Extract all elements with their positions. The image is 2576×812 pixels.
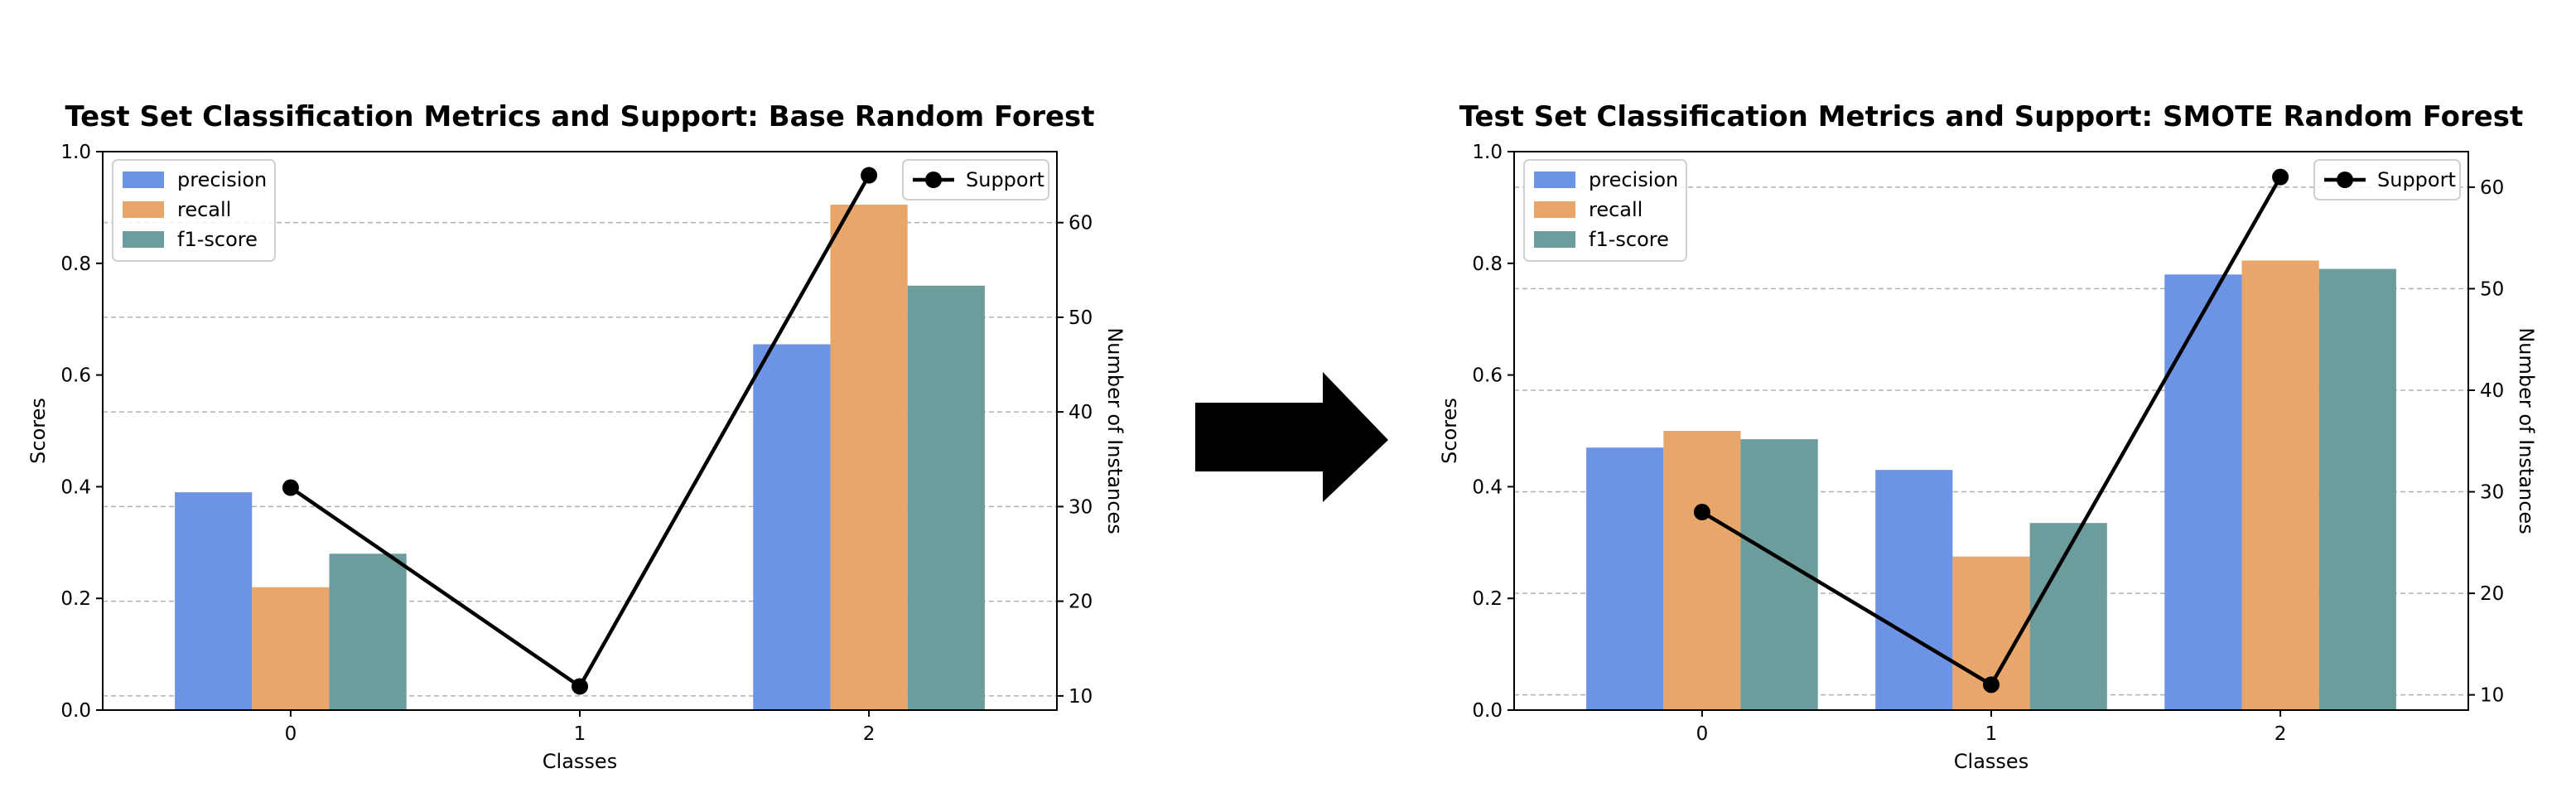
x-tick-label: 0 bbox=[1696, 723, 1709, 745]
legend-label: Support bbox=[2377, 168, 2456, 191]
y2-tick-label: 40 bbox=[1069, 402, 1093, 423]
right-arrow-icon bbox=[1195, 372, 1388, 502]
x-axis-label: Classes bbox=[543, 750, 617, 773]
chart-title: Test Set Classification Metrics and Supp… bbox=[1459, 100, 2524, 133]
y-tick-label: 0.0 bbox=[60, 700, 91, 722]
x-axis-label: Classes bbox=[1954, 750, 2028, 773]
support-point-class-1 bbox=[572, 678, 588, 695]
bar-f1-score-class-2 bbox=[907, 285, 985, 710]
y-tick-label: 0.0 bbox=[1472, 700, 1503, 722]
legend-label: Support bbox=[966, 168, 1044, 191]
x-tick-label: 2 bbox=[863, 723, 876, 745]
y-tick-label: 0.6 bbox=[1472, 365, 1503, 387]
legend-swatch-precision bbox=[1534, 172, 1575, 188]
x-tick-label: 1 bbox=[1985, 723, 1998, 745]
support-point-class-2 bbox=[2272, 168, 2289, 186]
legend-marker-support bbox=[925, 172, 942, 188]
bar-recall-class-2 bbox=[830, 205, 908, 710]
legend-swatch-f1-score bbox=[1534, 231, 1575, 248]
y-tick-label: 0.8 bbox=[60, 254, 91, 275]
y2-tick-label: 50 bbox=[2480, 278, 2504, 300]
bar-f1-score-class-1 bbox=[2029, 523, 2107, 710]
legend-label: recall bbox=[177, 198, 231, 221]
bar-precision-class-1 bbox=[1875, 470, 1953, 710]
y-tick-label: 0.2 bbox=[60, 588, 91, 610]
legend-support: Support bbox=[2313, 159, 2461, 201]
legend-label: f1-score bbox=[177, 228, 258, 251]
support-point-class-0 bbox=[1693, 504, 1710, 521]
y2-tick-label: 10 bbox=[2480, 685, 2504, 707]
chart-panel-0: Test Set Classification Metrics and Supp… bbox=[27, 100, 1126, 773]
y-tick-label: 0.8 bbox=[1472, 254, 1503, 275]
y-tick-label: 0.2 bbox=[1472, 588, 1503, 610]
legend-swatch-recall bbox=[1534, 201, 1575, 218]
legend-swatch-precision bbox=[123, 172, 164, 188]
y2-tick-label: 60 bbox=[2480, 177, 2504, 199]
support-point-class-2 bbox=[861, 167, 878, 184]
support-point-class-1 bbox=[1983, 676, 2000, 694]
y-tick-label: 0.4 bbox=[1472, 476, 1503, 498]
chart-panel-1: Test Set Classification Metrics and Supp… bbox=[1438, 100, 2538, 773]
legend-label: f1-score bbox=[1589, 228, 1669, 251]
bar-precision-class-2 bbox=[753, 344, 831, 710]
y2-tick-label: 30 bbox=[1069, 496, 1093, 518]
y-tick-label: 1.0 bbox=[1472, 142, 1503, 163]
bar-precision-class-0 bbox=[1586, 447, 1664, 710]
bar-recall-class-0 bbox=[252, 587, 330, 710]
bar-recall-class-0 bbox=[1663, 431, 1741, 710]
y-tick-label: 0.4 bbox=[60, 476, 91, 498]
legend-label: precision bbox=[1589, 168, 1678, 191]
legend-label: recall bbox=[1589, 198, 1643, 221]
y2-tick-label: 30 bbox=[2480, 482, 2504, 504]
legend-swatch-recall bbox=[123, 201, 164, 218]
y2-tick-label: 40 bbox=[2480, 380, 2504, 402]
x-tick-label: 1 bbox=[574, 723, 586, 745]
y2-tick-label: 20 bbox=[1069, 592, 1093, 613]
chart-title: Test Set Classification Metrics and Supp… bbox=[65, 100, 1094, 133]
legend-marker-support bbox=[2337, 172, 2353, 188]
y-tick-label: 0.6 bbox=[60, 365, 91, 387]
y2-axis-label: Number of Instances bbox=[1103, 327, 1126, 534]
legend-frame bbox=[902, 159, 1049, 201]
bar-recall-class-2 bbox=[2241, 260, 2319, 710]
y2-tick-label: 60 bbox=[1069, 213, 1093, 234]
legend-metrics: precision recall f1-score bbox=[112, 159, 276, 262]
y2-tick-label: 50 bbox=[1069, 307, 1093, 329]
y-axis-label: Scores bbox=[27, 398, 50, 464]
legend-frame bbox=[2313, 159, 2461, 201]
x-tick-label: 0 bbox=[285, 723, 297, 745]
y2-tick-label: 10 bbox=[1069, 686, 1093, 708]
support-point-class-0 bbox=[282, 479, 299, 496]
legend-metrics: precision recall f1-score bbox=[1523, 159, 1687, 262]
bar-f1-score-class-2 bbox=[2318, 268, 2396, 710]
y2-tick-label: 20 bbox=[2480, 583, 2504, 605]
bar-f1-score-class-0 bbox=[329, 553, 407, 710]
legend-swatch-f1-score bbox=[123, 231, 164, 248]
x-tick-label: 2 bbox=[2275, 723, 2287, 745]
bar-precision-class-0 bbox=[175, 492, 253, 710]
bar-precision-class-2 bbox=[2164, 274, 2242, 710]
y-tick-label: 1.0 bbox=[60, 142, 91, 163]
y2-axis-label: Number of Instances bbox=[2515, 327, 2538, 534]
legend-support: Support bbox=[902, 159, 1049, 201]
legend-label: precision bbox=[177, 168, 267, 191]
y-axis-label: Scores bbox=[1438, 398, 1461, 464]
